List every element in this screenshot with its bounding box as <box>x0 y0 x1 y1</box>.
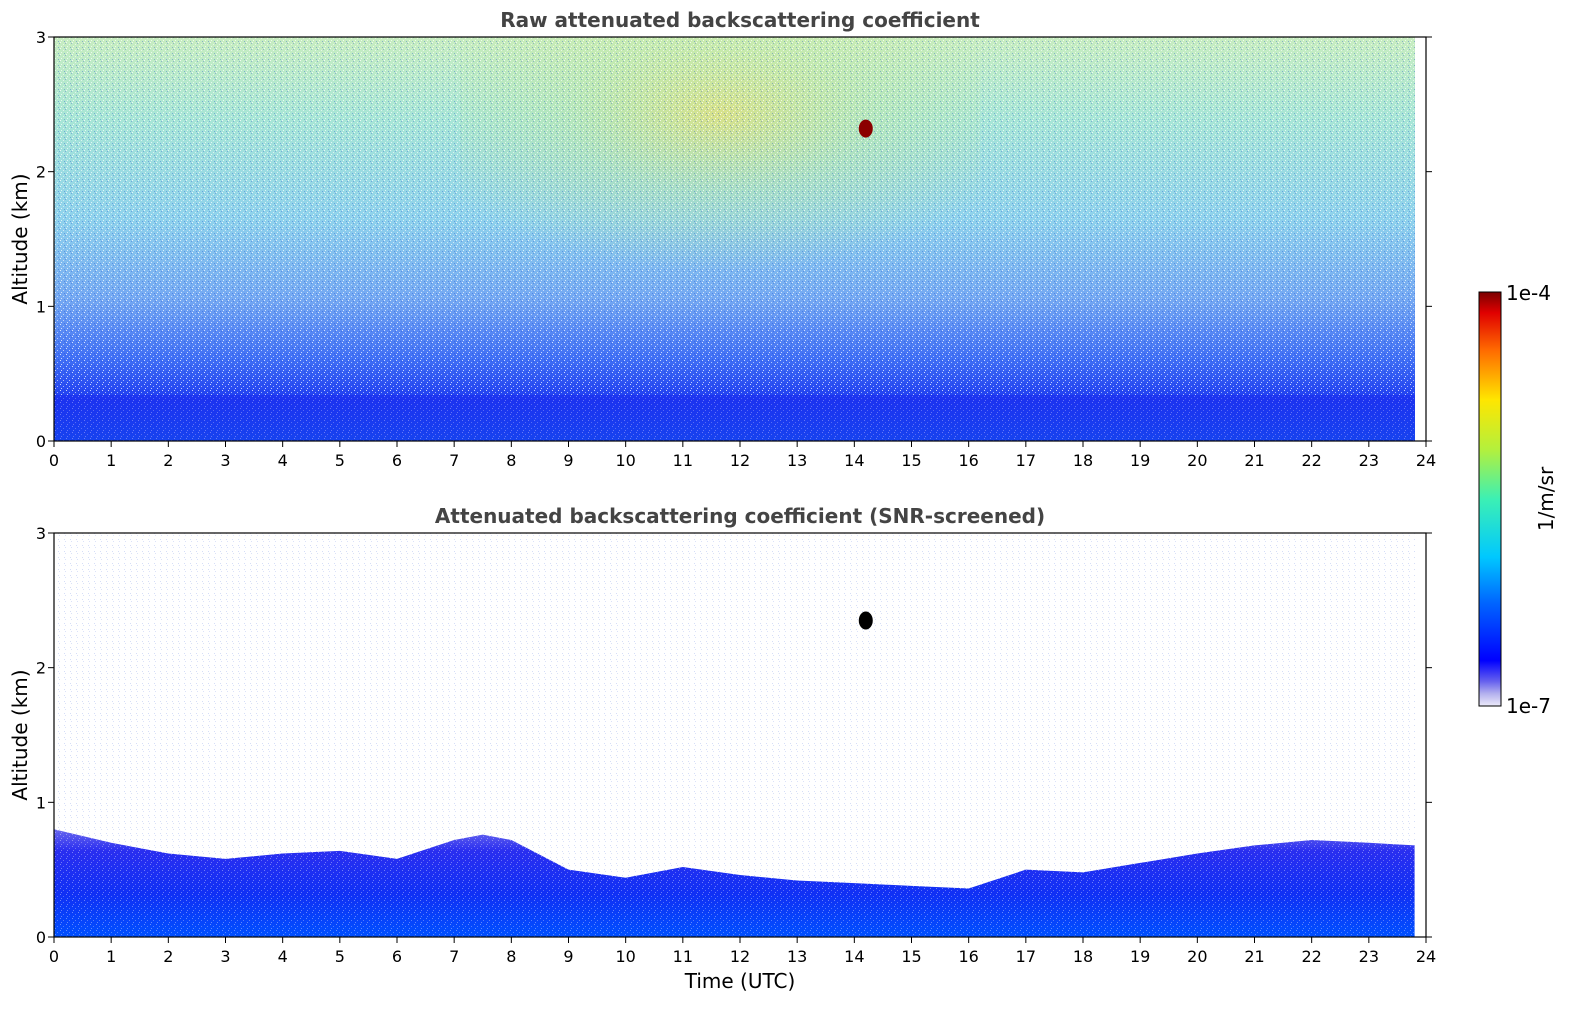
top-panel: Raw attenuated backscattering coefficien… <box>8 8 1436 470</box>
bottom-x-tick-label: 17 <box>1016 947 1036 966</box>
bottom-x-tick-label: 14 <box>844 947 864 966</box>
top-x-tick-label: 11 <box>673 451 693 470</box>
bottom-x-tick-label: 10 <box>615 947 635 966</box>
top-x-tick-label: 8 <box>506 451 516 470</box>
bottom-x-axis-label: Time (UTC) <box>684 969 796 993</box>
bottom-y-tick-label: 1 <box>36 793 46 812</box>
bottom-x-tick-label: 20 <box>1187 947 1207 966</box>
top-x-tick-label: 6 <box>392 451 402 470</box>
top-x-tick-label: 2 <box>163 451 173 470</box>
bottom-x-tick-label: 6 <box>392 947 402 966</box>
bottom-panel: Attenuated backscattering coefficient (S… <box>8 504 1436 993</box>
bottom-heatmap-noise <box>54 533 1426 937</box>
top-heatmap <box>54 37 1426 441</box>
top-y-axis: 0 1 2 3 <box>36 28 1432 451</box>
top-x-tick-label: 4 <box>278 451 288 470</box>
bottom-x-tick-label: 7 <box>449 947 459 966</box>
colorbar-min-label: 1e-7 <box>1506 694 1551 718</box>
bottom-x-tick-label: 2 <box>163 947 173 966</box>
bottom-x-tick-label: 22 <box>1301 947 1321 966</box>
bottom-y-axis-label: Altitude (km) <box>8 669 32 800</box>
colorbar-max-label: 1e-4 <box>1506 281 1551 305</box>
bottom-plume <box>858 611 873 630</box>
bottom-x-tick-label: 23 <box>1359 947 1379 966</box>
bottom-x-tick-label: 1 <box>106 947 116 966</box>
bottom-y-tick-label: 3 <box>36 524 46 543</box>
bottom-x-tick-label: 0 <box>49 947 59 966</box>
top-y-tick-label: 2 <box>36 163 46 182</box>
top-heatmap-near-surface <box>54 395 1415 441</box>
top-x-tick-label: 23 <box>1359 451 1379 470</box>
bottom-y-tick-label: 0 <box>36 928 46 947</box>
top-x-tick-label: 21 <box>1244 451 1264 470</box>
top-x-tick-label: 0 <box>49 451 59 470</box>
top-x-tick-label: 18 <box>1073 451 1093 470</box>
top-panel-title: Raw attenuated backscattering coefficien… <box>500 8 980 32</box>
top-x-tick-label: 10 <box>615 451 635 470</box>
top-x-tick-label: 13 <box>787 451 807 470</box>
top-y-tick-label: 1 <box>36 297 46 316</box>
bottom-x-tick-label: 16 <box>958 947 978 966</box>
bottom-x-tick-label: 11 <box>673 947 693 966</box>
bottom-y-tick-label: 2 <box>36 659 46 678</box>
bottom-x-tick-label: 18 <box>1073 947 1093 966</box>
bottom-y-axis: 0 1 2 3 <box>36 524 1432 947</box>
top-x-tick-label: 20 <box>1187 451 1207 470</box>
top-x-tick-label: 17 <box>1016 451 1036 470</box>
top-x-axis: 0 1 2 3 4 5 6 7 8 9 10 11 12 13 14 15 16 17 18 19 20 21 22 23 24 <box>49 441 1436 470</box>
bottom-x-tick-label: 12 <box>730 947 750 966</box>
colorbar-unit-label: 1/m/sr <box>1534 466 1558 531</box>
bottom-x-axis: 0 1 2 3 4 5 6 7 8 9 10 11 12 13 14 15 16 17 18 19 20 21 22 23 24 <box>49 937 1436 966</box>
top-heatmap-noise <box>54 37 1415 441</box>
colorbar-gradient <box>1478 291 1502 707</box>
top-x-tick-label: 14 <box>844 451 864 470</box>
top-y-tick-label: 3 <box>36 28 46 47</box>
top-x-tick-label: 5 <box>335 451 345 470</box>
top-x-tick-label: 19 <box>1130 451 1150 470</box>
bottom-x-tick-label: 15 <box>901 947 921 966</box>
bottom-x-tick-label: 21 <box>1244 947 1264 966</box>
bottom-heatmap-no-data <box>1415 533 1426 937</box>
bottom-x-tick-label: 5 <box>335 947 345 966</box>
bottom-x-tick-label: 3 <box>220 947 230 966</box>
top-x-tick-label: 3 <box>220 451 230 470</box>
top-x-tick-label: 1 <box>106 451 116 470</box>
bottom-x-tick-label: 8 <box>506 947 516 966</box>
bottom-x-tick-label: 9 <box>563 947 573 966</box>
top-x-tick-label: 16 <box>958 451 978 470</box>
top-x-tick-label: 15 <box>901 451 921 470</box>
bottom-x-tick-label: 24 <box>1416 947 1436 966</box>
top-x-tick-label: 9 <box>563 451 573 470</box>
top-y-axis-label: Altitude (km) <box>8 173 32 304</box>
top-x-tick-label: 22 <box>1301 451 1321 470</box>
top-plume <box>858 119 873 138</box>
top-y-tick-label: 0 <box>36 432 46 451</box>
bottom-x-tick-label: 19 <box>1130 947 1150 966</box>
top-x-tick-label: 12 <box>730 451 750 470</box>
bottom-panel-title: Attenuated backscattering coefficient (S… <box>435 504 1045 528</box>
bottom-x-tick-label: 4 <box>278 947 288 966</box>
top-x-tick-label: 7 <box>449 451 459 470</box>
top-heatmap-no-data <box>1415 37 1426 441</box>
bottom-x-tick-label: 13 <box>787 947 807 966</box>
top-x-tick-label: 24 <box>1416 451 1436 470</box>
bottom-heatmap <box>54 533 1426 937</box>
colorbar: 1e-4 1e-7 1/m/sr <box>1478 281 1558 718</box>
